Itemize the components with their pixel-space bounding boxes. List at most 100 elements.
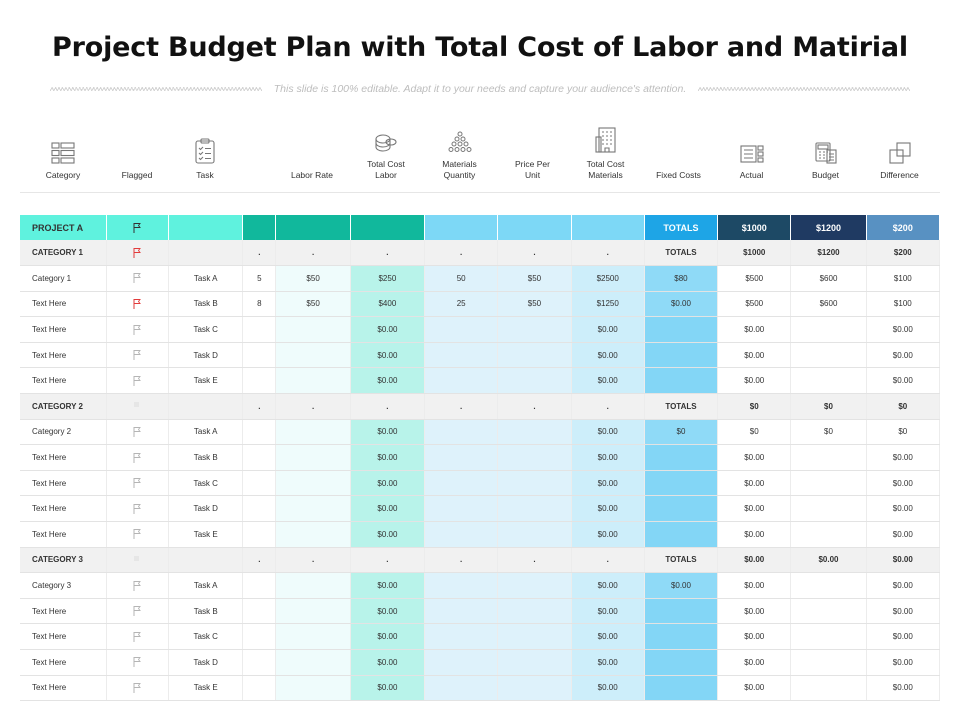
flag-icon xyxy=(106,623,170,650)
cell-budget xyxy=(790,623,867,650)
cell-total-cost-materials: $0.00 xyxy=(571,598,645,625)
cell-labor-rate xyxy=(275,470,351,497)
cell-category: Text Here xyxy=(20,367,107,395)
cell-budget xyxy=(790,572,867,599)
cell-labor-rate xyxy=(275,495,351,523)
flag-icon xyxy=(106,291,170,318)
flag-icon xyxy=(106,495,170,523)
cell-budget: $1200 xyxy=(790,240,867,267)
cell-qty xyxy=(242,649,277,676)
cell-category: Category 3 xyxy=(20,572,107,599)
cell-task: Task E xyxy=(168,675,244,702)
project-row: PROJECT A TOTALS $1000 $1200 $200 xyxy=(20,215,941,240)
flag-icon xyxy=(106,675,170,702)
cell-qty: 5 xyxy=(242,265,277,292)
cell-task: Task D xyxy=(168,649,244,676)
header-total-cost-materials: Total Cost Materials xyxy=(569,125,642,193)
cell-labor-rate: . xyxy=(275,393,351,420)
cell-fixed-costs: $0 xyxy=(644,419,719,446)
cell-category: Category 1 xyxy=(20,265,107,292)
flag-icon xyxy=(106,444,170,471)
cell-actual: $0.00 xyxy=(717,649,792,676)
subtitle: This slide is 100% editable. Adapt it to… xyxy=(273,83,687,95)
cell-qty xyxy=(242,316,277,343)
cell-budget xyxy=(790,521,867,548)
cell-fixed-costs xyxy=(644,675,719,702)
cell-actual: $0.00 xyxy=(717,623,792,650)
cell-total-cost-materials: . xyxy=(571,240,645,267)
cell-difference: $0.00 xyxy=(866,342,941,369)
cell-total-cost-materials: $0.00 xyxy=(571,521,645,548)
cell-difference: $0.00 xyxy=(866,598,941,625)
header-total-cost-labor: Total Cost Labor xyxy=(349,125,423,193)
cell-price-per-unit xyxy=(497,675,572,702)
cell-task: Task D xyxy=(168,495,244,523)
cell-total-cost-materials: $0.00 xyxy=(571,572,645,599)
cell-total-cost-labor: . xyxy=(350,393,426,420)
cell-price-per-unit xyxy=(497,649,572,676)
cell-total-cost-materials: $0.00 xyxy=(571,675,645,702)
cell-materials-quantity xyxy=(424,623,499,650)
cell-labor-rate: . xyxy=(275,547,351,574)
table-row: Text Here Task C $0.00 $0.00 $0.00 $0.00 xyxy=(20,470,941,497)
squares-icon xyxy=(888,136,912,164)
cell-fixed-costs: TOTALS xyxy=(644,393,719,420)
cell-actual: $0 xyxy=(717,393,792,420)
cell-task: Task B xyxy=(168,444,244,471)
flag-icon xyxy=(106,598,170,625)
cell-difference: $0 xyxy=(866,419,941,446)
cell-task xyxy=(168,393,244,420)
table-row: Text Here Task E $0.00 $0.00 $0.00 $0.00 xyxy=(20,675,941,702)
header-label: Labor Rate xyxy=(290,170,334,180)
cell-qty xyxy=(242,470,277,497)
cell-price-per-unit xyxy=(497,623,572,650)
cell-total-cost-labor: $0.00 xyxy=(350,316,426,343)
cell-labor-rate xyxy=(275,572,351,599)
cell-budget xyxy=(790,470,867,497)
cell-fixed-costs: $0.00 xyxy=(644,291,719,318)
header-label: Total Cost Materials xyxy=(586,159,625,180)
cell-task: Task B xyxy=(168,598,244,625)
cell-qty xyxy=(242,444,277,471)
server-icon xyxy=(739,136,764,164)
cell-materials-quantity: . xyxy=(424,393,499,420)
cell-total-cost-labor: . xyxy=(350,547,426,574)
cell-budget: $0 xyxy=(790,419,867,446)
cell-category: CATEGORY 2 xyxy=(20,393,107,420)
cell-price-per-unit xyxy=(497,316,572,343)
cell-difference: $0.00 xyxy=(866,367,941,395)
cell-total-cost-materials: $0.00 xyxy=(571,367,645,395)
header-budget: Budget xyxy=(788,125,863,193)
project-cell xyxy=(242,215,277,240)
cell-materials-quantity xyxy=(424,521,499,548)
cell-actual: $0.00 xyxy=(717,495,792,523)
cell-labor-rate xyxy=(275,623,351,650)
cell-qty: 8 xyxy=(242,291,277,318)
cell-labor-rate: . xyxy=(275,240,351,267)
cell-fixed-costs xyxy=(644,623,719,650)
header-label: Total Cost Labor xyxy=(367,159,405,180)
cell-qty xyxy=(242,419,277,446)
cell-labor-rate xyxy=(275,521,351,548)
cell-total-cost-labor: $0.00 xyxy=(350,495,426,523)
header-label: Materials Quantity xyxy=(442,159,477,180)
cell-task: Task E xyxy=(168,521,244,548)
cell-budget xyxy=(790,367,867,395)
cell-materials-quantity: 50 xyxy=(424,265,499,292)
project-cell xyxy=(497,215,572,240)
cell-difference: $0.00 xyxy=(866,547,941,574)
divider-left xyxy=(50,87,262,91)
cell-budget xyxy=(790,675,867,702)
cell-price-per-unit xyxy=(497,598,572,625)
cell-task: Task C xyxy=(168,470,244,497)
cell-task: Task A xyxy=(168,265,244,292)
cell-actual: $0.00 xyxy=(717,367,792,395)
cell-total-cost-materials: . xyxy=(571,393,645,420)
header-label: Category xyxy=(45,170,81,180)
cell-task: Task D xyxy=(168,342,244,369)
cell-qty xyxy=(242,367,277,395)
cell-task: Task A xyxy=(168,419,244,446)
cell-actual: $0.00 xyxy=(717,444,792,471)
cell-qty xyxy=(242,623,277,650)
cell-difference: $100 xyxy=(866,291,941,318)
